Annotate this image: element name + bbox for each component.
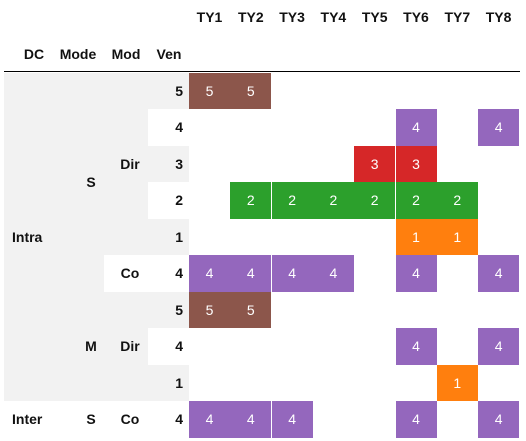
heatmap-cell: 4: [189, 401, 230, 438]
mod-label: Co: [120, 265, 140, 282]
heatmap-cell: 2: [271, 182, 313, 219]
header-mod: Mod: [111, 46, 141, 62]
header-rule: [4, 71, 520, 72]
ven-label: 5: [175, 82, 183, 99]
column-header: TY3: [279, 9, 305, 25]
header-mode: Mode: [59, 46, 97, 62]
heatmap-cell: 2: [312, 182, 354, 219]
heatmap-cell: 4: [271, 255, 313, 292]
heatmap-cell: 1: [395, 218, 437, 255]
column-header: TY6: [403, 9, 429, 25]
heatmap-cell: 4: [478, 401, 520, 438]
heatmap-cell: 5: [189, 72, 230, 109]
heatmap-cell: 3: [354, 145, 396, 182]
header-dc: DC: [23, 46, 45, 62]
dc-label: Intra: [12, 228, 43, 245]
header-ven: Ven: [156, 46, 182, 62]
heatmap-cell: 4: [312, 255, 354, 292]
ven-label: 5: [175, 301, 183, 318]
mod-background: [104, 291, 148, 401]
heatmap-cell: 2: [230, 182, 272, 219]
ven-background: [148, 218, 189, 255]
heatmap-cell: 4: [395, 255, 437, 292]
column-header: TY8: [485, 9, 512, 25]
ven-background: [148, 364, 189, 401]
heatmap-cell: 1: [436, 218, 478, 255]
heatmap-cell: 4: [395, 401, 437, 438]
column-header: TY7: [444, 9, 471, 25]
ven-label: 3: [175, 155, 183, 172]
heatmap-cell: 2: [395, 182, 437, 219]
ven-label: 4: [175, 411, 183, 428]
heatmap-cell: 5: [189, 291, 230, 328]
heatmap-cell: 4: [478, 255, 520, 292]
mod-label: Dir: [120, 338, 140, 355]
column-header: TY4: [320, 9, 347, 25]
dc-label: Inter: [12, 411, 43, 428]
dc-mode-background: [4, 72, 104, 401]
ven-label: 2: [175, 192, 183, 209]
heatmap-cell: 2: [354, 182, 396, 219]
heatmap-cell: 4: [478, 328, 520, 365]
heatmap-cell: 4: [230, 255, 272, 292]
heatmap-cell: 5: [230, 291, 272, 328]
ven-label: 1: [175, 374, 183, 391]
mod-background: [104, 72, 148, 255]
column-header: TY1: [196, 9, 223, 25]
ven-background: [148, 145, 189, 182]
heatmap-cell: 4: [478, 109, 520, 146]
mode-label: M: [85, 338, 97, 355]
column-header: TY2: [237, 9, 264, 25]
heatmap-cell: 1: [436, 364, 478, 401]
heatmap-cell: 4: [230, 401, 272, 438]
ven-label: 4: [175, 119, 183, 136]
mode-label: S: [86, 174, 96, 190]
heatmap-cell: 4: [189, 255, 230, 292]
heatmap-cell: 4: [395, 109, 437, 146]
heatmap-cell: 2: [436, 182, 478, 219]
heatmap-cell: 5: [230, 72, 272, 109]
heatmap-cell: 4: [395, 328, 437, 365]
mode-label: S: [86, 411, 96, 428]
heatmap-cell: 3: [395, 145, 437, 182]
ven-background: [148, 72, 189, 109]
ven-label: 4: [175, 338, 183, 355]
column-header: TY5: [361, 9, 388, 25]
ven-background: [148, 291, 189, 328]
mod-label: Dir: [120, 155, 140, 172]
mod-label: Co: [120, 411, 140, 428]
ven-label: 4: [175, 265, 183, 282]
heatmap-cell: 4: [271, 401, 313, 438]
ven-label: 1: [175, 228, 183, 245]
